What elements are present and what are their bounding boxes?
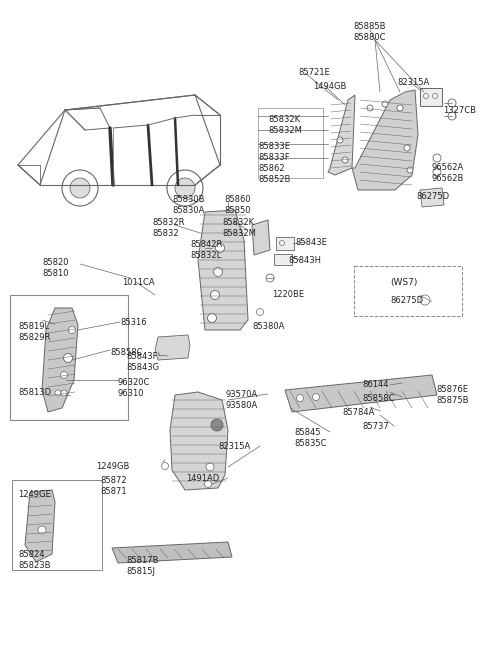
- Text: 85832K
85832M: 85832K 85832M: [222, 218, 256, 238]
- Circle shape: [420, 295, 430, 305]
- Polygon shape: [25, 490, 55, 562]
- Text: 85737: 85737: [362, 422, 389, 431]
- Circle shape: [337, 137, 343, 143]
- Polygon shape: [155, 335, 190, 360]
- Bar: [12, 480, 102, 570]
- Circle shape: [55, 390, 61, 396]
- Circle shape: [432, 94, 437, 98]
- Circle shape: [448, 112, 456, 120]
- Text: 86144: 86144: [362, 380, 388, 389]
- Circle shape: [423, 94, 429, 98]
- Text: (WS7): (WS7): [390, 278, 418, 287]
- Circle shape: [211, 291, 219, 300]
- Text: 85813D: 85813D: [18, 388, 51, 397]
- Circle shape: [161, 462, 168, 470]
- Circle shape: [404, 145, 410, 151]
- Text: 85845
85835C: 85845 85835C: [294, 428, 326, 448]
- Text: 85784A: 85784A: [342, 408, 374, 417]
- Text: 1249GB: 1249GB: [96, 462, 130, 471]
- Circle shape: [266, 274, 274, 282]
- Bar: [274, 254, 292, 265]
- Text: 85860
85850: 85860 85850: [224, 195, 251, 215]
- Text: 86275D: 86275D: [416, 192, 449, 201]
- Text: 85843F
85843G: 85843F 85843G: [126, 352, 159, 372]
- Polygon shape: [42, 308, 78, 412]
- Circle shape: [448, 99, 456, 107]
- Circle shape: [216, 243, 225, 253]
- Text: 1220BE: 1220BE: [272, 290, 304, 299]
- Text: 1011CA: 1011CA: [122, 278, 155, 287]
- Text: 96562A
96562B: 96562A 96562B: [432, 163, 464, 183]
- Polygon shape: [285, 375, 437, 412]
- Circle shape: [62, 170, 98, 206]
- Polygon shape: [252, 220, 270, 255]
- Circle shape: [60, 371, 68, 379]
- Circle shape: [61, 390, 67, 396]
- Text: 85858C: 85858C: [110, 348, 143, 357]
- Text: 1494GB: 1494GB: [313, 82, 347, 91]
- Circle shape: [312, 394, 320, 401]
- Polygon shape: [420, 188, 444, 207]
- Text: 85832K
85832M: 85832K 85832M: [268, 115, 302, 135]
- Circle shape: [214, 268, 223, 276]
- Text: 85843H: 85843H: [288, 256, 321, 265]
- Circle shape: [63, 354, 72, 363]
- Text: 85817B
85815J: 85817B 85815J: [126, 556, 158, 576]
- Circle shape: [382, 101, 388, 107]
- Text: 85885B
85880C: 85885B 85880C: [354, 22, 386, 42]
- Text: 85843E: 85843E: [295, 238, 327, 247]
- Circle shape: [342, 157, 348, 163]
- Text: 85876E
85875B: 85876E 85875B: [436, 385, 468, 405]
- Bar: [258, 108, 323, 178]
- Polygon shape: [328, 95, 355, 175]
- Circle shape: [167, 170, 203, 206]
- Circle shape: [211, 419, 223, 431]
- Circle shape: [407, 167, 413, 173]
- Text: 85833E
85833F
85862
85852B: 85833E 85833F 85862 85852B: [258, 142, 290, 184]
- Text: 85721E: 85721E: [298, 68, 330, 77]
- Text: 85316: 85316: [120, 318, 146, 327]
- Circle shape: [206, 463, 214, 471]
- Circle shape: [70, 178, 90, 198]
- Circle shape: [433, 168, 441, 176]
- Text: 1491AD: 1491AD: [186, 474, 219, 483]
- Text: 85832R
85832: 85832R 85832: [152, 218, 184, 238]
- Bar: [10, 295, 128, 420]
- Text: 85380A: 85380A: [252, 322, 284, 331]
- Polygon shape: [352, 90, 418, 190]
- Circle shape: [204, 480, 212, 487]
- Text: 85819L
85829R: 85819L 85829R: [18, 322, 50, 342]
- Text: 85820
85810: 85820 85810: [42, 258, 69, 278]
- Circle shape: [433, 154, 441, 162]
- Circle shape: [207, 314, 216, 323]
- Bar: [276, 237, 294, 250]
- Circle shape: [38, 526, 46, 534]
- Text: 85824
85823B: 85824 85823B: [18, 550, 50, 570]
- Circle shape: [367, 105, 373, 111]
- Polygon shape: [198, 210, 248, 330]
- Circle shape: [279, 241, 285, 245]
- Circle shape: [397, 105, 403, 111]
- Circle shape: [69, 327, 75, 333]
- Text: 1327CB: 1327CB: [443, 106, 476, 115]
- Bar: [354, 266, 462, 316]
- Text: 85842R
85832L: 85842R 85832L: [190, 240, 222, 260]
- Text: 82315A: 82315A: [397, 78, 429, 87]
- Circle shape: [175, 178, 195, 198]
- Circle shape: [256, 308, 264, 316]
- Text: 82315A: 82315A: [218, 442, 250, 451]
- Polygon shape: [170, 392, 228, 490]
- Text: 85830B
85830A: 85830B 85830A: [172, 195, 204, 215]
- Polygon shape: [112, 542, 232, 563]
- Circle shape: [297, 394, 303, 401]
- Text: 96320C
96310: 96320C 96310: [118, 378, 150, 398]
- Text: 85858C: 85858C: [362, 394, 395, 403]
- Text: 86275D: 86275D: [390, 296, 423, 305]
- Text: 1249GE: 1249GE: [18, 490, 51, 499]
- Text: 85872
85871: 85872 85871: [100, 476, 127, 496]
- Bar: [420, 88, 442, 106]
- Text: 93570A
93580A: 93570A 93580A: [226, 390, 258, 410]
